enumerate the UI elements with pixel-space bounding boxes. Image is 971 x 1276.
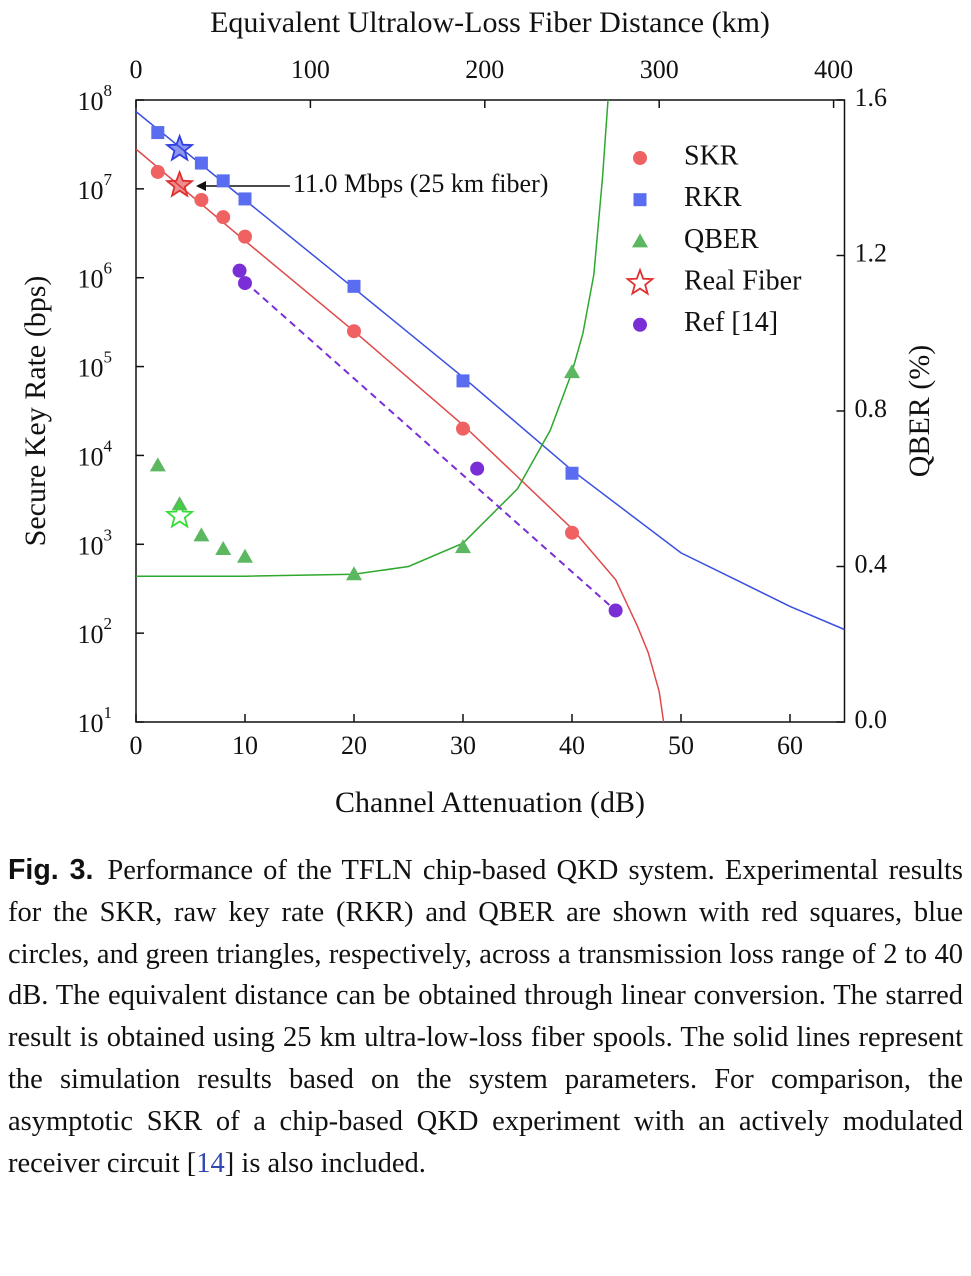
y-tick-base: 10 xyxy=(78,87,104,116)
y-tick-base: 10 xyxy=(78,709,104,738)
y-tick-label: 106 xyxy=(78,259,113,294)
x-axis-title: Channel Attenuation (dB) xyxy=(335,786,645,819)
x-tick-label: 10 xyxy=(232,731,258,760)
marker-triangle xyxy=(149,457,166,472)
y-tick-exponent: 2 xyxy=(104,614,113,633)
y2-tick-label: 1.6 xyxy=(855,83,888,112)
legend-label: Real Fiber xyxy=(684,266,802,297)
marker-square xyxy=(456,374,470,388)
fit-line xyxy=(244,281,617,612)
y-tick-exponent: 7 xyxy=(104,170,113,189)
x2-tick-label: 300 xyxy=(640,55,679,84)
legend-label: RKR xyxy=(684,182,742,213)
y-tick-base: 10 xyxy=(78,620,104,649)
marker-circle xyxy=(238,276,252,291)
caption-ref: 14 xyxy=(196,1147,225,1179)
y-tick-base: 10 xyxy=(78,354,104,383)
marker-square xyxy=(565,466,579,480)
y-tick-base: 10 xyxy=(78,442,104,471)
legend-label: Ref [14] xyxy=(684,307,778,338)
x-tick-label: 0 xyxy=(130,731,143,760)
y-tick-base: 10 xyxy=(78,265,104,294)
marker-square xyxy=(151,126,165,140)
marker-square xyxy=(347,279,361,293)
marker-triangle xyxy=(193,527,210,542)
legend-marker xyxy=(632,233,648,248)
x2-tick-label: 100 xyxy=(291,55,330,84)
annotation: 11.0 Mbps (25 km fiber) xyxy=(293,169,548,198)
marker-circle xyxy=(150,164,165,179)
marker-circle xyxy=(347,324,361,339)
y-tick-exponent: 8 xyxy=(104,81,113,100)
marker-circle xyxy=(470,461,485,476)
marker-star xyxy=(164,169,195,198)
fit-line xyxy=(136,148,665,722)
marker-circle xyxy=(565,525,579,540)
y-tick-label: 101 xyxy=(78,703,113,738)
marker-star xyxy=(164,133,195,162)
annotation-arrowhead xyxy=(196,181,206,191)
legend-label: QBER xyxy=(684,224,759,255)
y2-tick-label: 1.2 xyxy=(855,238,888,267)
x-tick-label: 20 xyxy=(341,731,367,760)
marker-star xyxy=(164,500,195,529)
y-tick-label: 103 xyxy=(78,525,113,560)
y-tick-label: 102 xyxy=(78,614,113,649)
y2-tick-label: 0.0 xyxy=(855,705,888,734)
marker-triangle xyxy=(564,364,580,379)
top-axis-title: Equivalent Ultralow-Loss Fiber Distance … xyxy=(210,6,770,39)
marker-circle xyxy=(238,229,252,244)
marker-triangle xyxy=(215,541,232,556)
x2-tick-label: 400 xyxy=(814,55,853,84)
y-tick-label: 107 xyxy=(78,170,113,205)
caption: Fig. 3. Performance of the TFLN chip-base… xyxy=(8,850,963,1184)
y2-tick-label: 0.4 xyxy=(855,549,888,578)
caption-text: Performance of the TFLN chip-based QKD s… xyxy=(8,855,963,1179)
x-tick-label: 30 xyxy=(450,731,476,760)
y-tick-exponent: 3 xyxy=(104,525,113,544)
fit-line xyxy=(136,100,609,577)
marker-circle xyxy=(216,210,231,225)
y-tick-base: 10 xyxy=(78,531,104,560)
caption-text: ] is also included. xyxy=(224,1147,426,1179)
marker-circle xyxy=(456,421,470,436)
y-tick-label: 108 xyxy=(78,81,113,116)
x2-tick-label: 0 xyxy=(130,55,143,84)
marker-square xyxy=(194,156,208,170)
x-tick-label: 40 xyxy=(559,731,585,760)
legend-marker xyxy=(633,193,647,207)
marker-triangle xyxy=(455,539,471,554)
marker-circle xyxy=(232,263,247,278)
legend-label: SKR xyxy=(684,140,739,171)
legend-marker xyxy=(633,317,647,332)
x2-tick-label: 200 xyxy=(465,55,504,84)
y-tick-base: 10 xyxy=(78,176,104,205)
marker-circle xyxy=(194,192,209,207)
y-tick-exponent: 1 xyxy=(104,703,113,722)
legend-marker xyxy=(633,151,647,165)
y2-tick-label: 0.8 xyxy=(855,394,888,423)
y-tick-exponent: 4 xyxy=(104,436,113,455)
y-tick-label: 105 xyxy=(78,347,113,382)
caption-label: Fig. 3. xyxy=(8,854,94,886)
x-tick-label: 50 xyxy=(668,731,694,760)
marker-triangle xyxy=(237,548,253,563)
marker-triangle xyxy=(346,566,362,581)
chart: Equivalent Ultralow-Loss Fiber Distance … xyxy=(19,6,936,819)
legend-marker xyxy=(625,267,655,296)
y-axis-title: Secure Key Rate (bps) xyxy=(19,276,52,547)
marker-square xyxy=(216,174,230,188)
y2-axis-title: QBER (%) xyxy=(903,345,936,477)
x-tick-label: 60 xyxy=(777,731,803,760)
marker-circle xyxy=(608,603,623,618)
marker-square xyxy=(238,192,252,206)
y-tick-exponent: 5 xyxy=(104,347,113,366)
y-tick-label: 104 xyxy=(78,436,113,471)
y-tick-exponent: 6 xyxy=(104,259,113,278)
